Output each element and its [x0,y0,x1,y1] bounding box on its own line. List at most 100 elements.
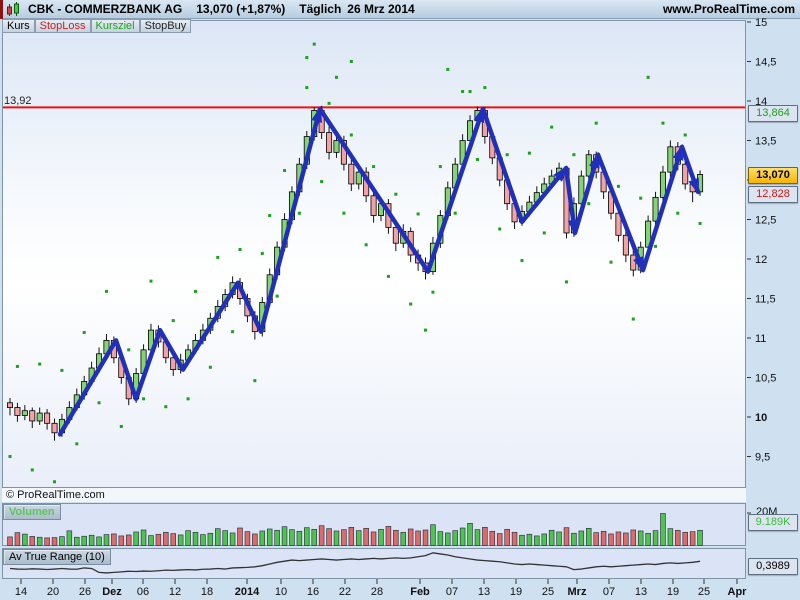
x-axis-label: 12 [169,586,181,598]
volume-bar [400,531,407,546]
volume-bar [445,532,451,546]
volume-bar [608,533,614,546]
zigzag-arrow [688,177,700,195]
volume-bar [29,536,36,546]
x-axis-label: 18 [201,586,213,598]
target-dot [60,368,64,372]
copyright-label: © ProRealTime.com [2,487,746,502]
target-dot [572,153,576,157]
volume-bar [244,531,251,546]
prorealtime-link[interactable]: www.ProRealTime.com [662,2,795,16]
volume-bar [526,533,533,546]
target-dot [609,260,613,264]
atr-indicator-button[interactable]: Av True Range (10) [3,549,111,565]
target-dot [386,274,390,278]
target-dot [171,319,175,323]
volume-bar [44,537,50,546]
candle-body [170,357,177,371]
target-dot [483,86,487,90]
volume-bar [155,533,162,546]
target-dot [305,56,309,60]
target-dot [461,90,465,94]
volume-bar [467,523,473,546]
target-dot [320,180,324,184]
volume-bar [511,531,518,546]
target-dot [30,468,34,472]
target-dot [334,75,338,79]
volume-bar [437,531,444,546]
target-dot [661,121,665,125]
volume-bar [14,532,21,546]
target-dot [639,196,643,200]
tab-stopbuy[interactable]: StopBuy [139,19,192,33]
candle-body [51,422,58,434]
volume-bar [177,534,184,546]
volume-bar [296,530,303,546]
stoploss-price-label[interactable]: 12,828 [748,186,798,203]
volume-bar [36,536,43,546]
target-dot [424,328,428,332]
tab-kurs[interactable]: Kurs [2,19,35,33]
volume-bar [623,532,629,546]
candle-body [622,234,629,256]
target-dot [238,248,242,252]
atr-line [9,552,701,574]
target-dot [498,227,502,231]
volume-bar [66,530,73,546]
atr-pane[interactable] [2,548,746,579]
target-dot [372,165,376,169]
y-axis-label: 11,5 [755,294,776,306]
volume-bar [163,531,169,546]
target-dot [349,60,353,63]
x-axis-label: 20 [47,586,59,598]
tab-stoploss[interactable]: StopLoss [34,19,91,33]
target-dot [676,211,680,215]
volume-bar [630,529,637,546]
volume-bar [200,534,206,546]
volume-bar [103,534,110,546]
x-axis-label: 19 [667,586,679,598]
x-axis-label: 28 [371,586,383,598]
x-axis-label: 14 [15,586,27,598]
level-line-label: 13,92 [4,95,32,107]
candle-body [630,254,637,271]
candle-body [667,146,674,173]
x-axis-label: Feb [410,586,430,598]
target-dot [75,442,79,446]
target-dot [438,165,442,169]
timeframe-label[interactable]: Täglich [299,2,342,16]
tab-kursziel[interactable]: Kursziel [90,19,140,33]
candle-body [21,410,28,416]
volume-bar [563,527,570,546]
candle-body [659,171,666,198]
volume-bar [333,530,340,546]
target-price-label[interactable]: 13,864 [748,105,798,122]
volume-bar [593,532,599,546]
target-dot [446,67,450,71]
volume-value-label: 9.189K [748,514,798,531]
zigzag-arrow [473,106,485,123]
target-dot [119,424,123,428]
volume-bar [578,530,585,546]
volume-bar [459,527,466,546]
y-axis-label: 10 [755,412,767,424]
target-dot [231,330,235,334]
x-axis-label: 25 [542,586,554,598]
target-dot [520,259,524,263]
target-dot [297,211,301,215]
target-dot [194,289,197,293]
price-chart-pane[interactable] [2,20,746,502]
volume-bar [22,533,28,546]
candle-body [44,412,51,424]
volume-bar [266,528,273,546]
y-axis-label: 13,5 [755,136,776,148]
y-axis-label: 12 [755,254,767,266]
target-dot [164,405,168,409]
y-axis-label: 9,5 [755,452,770,464]
x-axis-label: Apr [728,586,748,598]
volume-bar [111,533,117,546]
target-dot [8,455,12,458]
volume-indicator-button[interactable]: Volumen [3,504,61,520]
volume-bar [452,530,458,546]
